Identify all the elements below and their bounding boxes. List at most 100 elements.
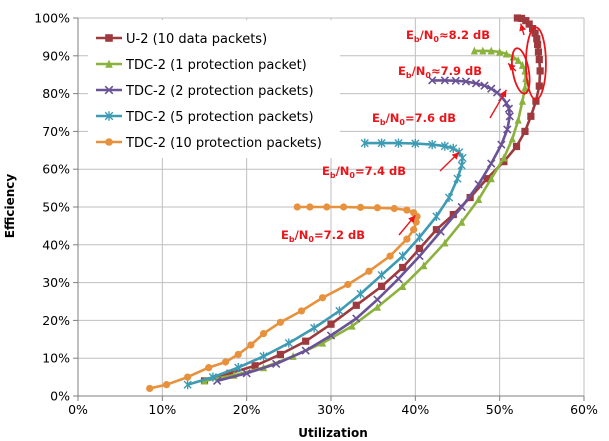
legend-item: TDC-2 (1 protection packet): [96, 58, 307, 73]
annotation-text-part: ≈7.9 dB: [431, 64, 482, 78]
data-point: [487, 159, 496, 168]
data-point: [522, 17, 530, 25]
annotation-label: Eb/N0=7.2 dB: [281, 228, 365, 244]
annotation-subscript: b: [414, 35, 420, 44]
legend-swatch-marker: [104, 85, 114, 95]
y-tick-label: 60%: [42, 162, 70, 177]
annotation-text-part: E: [372, 111, 380, 125]
data-point: [344, 280, 352, 289]
data-point: [500, 158, 508, 166]
data-point: [420, 261, 428, 270]
data-point: [394, 138, 403, 148]
annotation-subscript: 0: [425, 71, 431, 80]
x-tick-label: 0%: [68, 402, 88, 417]
data-point: [453, 174, 462, 184]
data-point: [184, 373, 192, 381]
legend-swatch-marker: [104, 111, 114, 121]
data-point: [487, 174, 495, 183]
annotation-label: Eb/N0≈8.2 dB: [406, 28, 490, 44]
data-point: [436, 227, 445, 236]
data-point: [432, 211, 441, 222]
data-point: [415, 251, 424, 261]
data-point: [373, 204, 381, 212]
annotation-label: Eb/N0=7.4 dB: [322, 164, 406, 180]
data-point: [208, 372, 218, 382]
annotation-text-part: /N: [420, 28, 434, 42]
data-point: [517, 14, 526, 22]
data-point: [360, 138, 369, 148]
data-point: [356, 203, 365, 211]
annotation-text-part: /N: [412, 64, 426, 78]
data-point: [415, 244, 424, 253]
data-point: [318, 294, 327, 302]
annotation-subscript: b: [406, 71, 412, 80]
data-point: [348, 321, 356, 330]
data-point: [518, 61, 527, 69]
data-point: [474, 195, 483, 204]
y-tick-label: 100%: [34, 11, 70, 26]
data-point: [306, 203, 314, 211]
data-point: [183, 380, 192, 390]
data-point: [276, 350, 284, 359]
annotation-text-part: E: [398, 64, 406, 78]
annotation-label: Eb/N0≈7.9 dB: [398, 64, 482, 80]
data-point: [399, 263, 407, 272]
legend-label: TDC-2 (2 protection packets): [125, 84, 314, 99]
data-point: [440, 76, 450, 85]
legend-label: U-2 (10 data packets): [126, 32, 267, 47]
data-point: [457, 202, 466, 212]
data-point: [323, 203, 331, 211]
data-point: [293, 203, 301, 211]
data-point: [310, 323, 319, 333]
annotation-text-part: E: [281, 228, 289, 242]
data-point: [502, 49, 511, 58]
data-point: [272, 359, 281, 369]
annotation-text-part: /N: [336, 164, 350, 178]
legend-label: TDC-2 (5 protection packets): [125, 110, 314, 125]
data-point: [535, 55, 543, 64]
data-point: [483, 175, 491, 183]
data-point: [390, 204, 398, 213]
annotation-subscript: 0: [308, 235, 314, 244]
data-point: [412, 218, 420, 226]
data-point: [399, 282, 407, 290]
data-point: [242, 369, 251, 378]
data-point: [496, 47, 504, 56]
data-point: [513, 14, 521, 22]
data-point: [487, 84, 496, 93]
annotation-text-part: /N: [386, 111, 400, 125]
series-4: [183, 138, 467, 390]
series-line: [204, 49, 528, 383]
data-point: [512, 142, 521, 151]
y-tick-label: 0%: [50, 389, 70, 404]
y-tick-label: 90%: [42, 48, 70, 63]
data-point: [451, 76, 460, 85]
data-point: [356, 289, 365, 299]
x-tick-label: 10%: [148, 402, 176, 417]
y-tick-label: 30%: [42, 275, 70, 290]
y-tick-label: 50%: [42, 200, 70, 215]
data-point: [318, 338, 327, 347]
highlight-ellipse: [525, 26, 547, 101]
data-point: [521, 127, 529, 135]
legend-label: TDC-2 (1 protection packet): [125, 58, 307, 73]
data-point: [398, 251, 407, 261]
data-point: [444, 192, 454, 203]
legend-swatch-marker: [105, 138, 113, 146]
axes: 0% 10% 20% 30% 40% 50% 60% 70% 80% 90% 100% 0% 10% 20…: [34, 11, 598, 418]
annotation-subscript: 0: [399, 118, 405, 127]
data-point: [531, 29, 539, 37]
data-point: [234, 350, 242, 359]
series-line: [187, 141, 464, 386]
data-point: [470, 46, 478, 55]
x-tick-label: 60%: [570, 402, 598, 417]
x-axis-title: Utilization: [298, 426, 368, 440]
x-tick-label: 30%: [317, 402, 345, 417]
data-point: [377, 138, 386, 148]
annotation-subscript: b: [289, 235, 295, 244]
data-point: [527, 112, 535, 120]
annotation-arrowhead: [451, 152, 460, 160]
data-point: [432, 226, 441, 234]
series-3: [212, 76, 514, 386]
